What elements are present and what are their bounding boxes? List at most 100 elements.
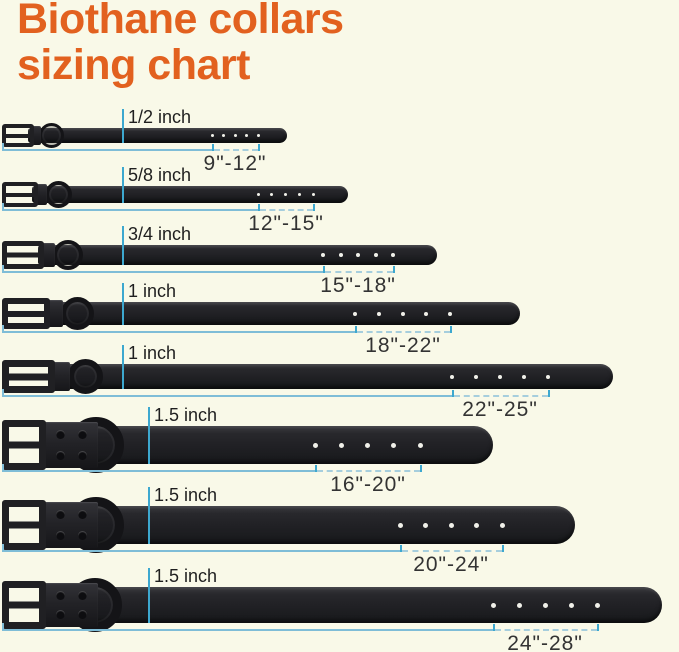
width-label: 1 inch [128, 343, 177, 363]
width-marker-line [148, 568, 150, 623]
buckle-frame-icon [2, 500, 46, 550]
buckle-ring-icon [53, 240, 83, 270]
measure-line-solid [2, 550, 400, 552]
rivet-icon [56, 510, 65, 519]
collar-hole [222, 134, 225, 137]
strap-fold [46, 300, 63, 327]
width-label: 1/2 inch [128, 107, 192, 127]
buckle-ring-icon [39, 123, 64, 148]
buckle-frame-icon [2, 298, 50, 329]
collar-hole [595, 603, 600, 608]
collar-hole [474, 375, 478, 379]
rivet-icon [56, 451, 65, 460]
size-range-label: 12"-15" [248, 212, 324, 235]
collar-hole [569, 603, 574, 608]
measure-line-left-riser [2, 265, 4, 273]
buckle-bar-icon [9, 373, 48, 380]
size-range-label: 20"-24" [413, 553, 489, 576]
collar-hole [449, 523, 454, 528]
buckle-bar-icon [8, 310, 44, 317]
buckle-frame-icon [2, 420, 46, 470]
measure-line-dashed [495, 629, 597, 631]
size-range-label: 22"-25" [462, 398, 538, 421]
collar-hole [298, 193, 301, 196]
collar-hole [377, 312, 381, 316]
buckle-bar-icon [7, 252, 39, 258]
page-title-line2: sizing chart [17, 41, 250, 89]
collar-hole [450, 375, 454, 379]
measure-line-solid [2, 395, 452, 397]
collar-hole [391, 443, 396, 448]
size-range-label: 24"-28" [507, 632, 583, 652]
collar-strap [28, 128, 287, 143]
collar-hole [339, 253, 343, 257]
strap-fold [42, 583, 98, 627]
width-marker-line [122, 283, 124, 325]
collar-strap [38, 245, 437, 265]
collar-strap [40, 587, 662, 623]
collar-hole [365, 443, 370, 448]
width-marker-line [122, 345, 124, 389]
measure-line-left-riser [2, 544, 4, 552]
measure-line-dashed [357, 331, 450, 333]
collar-hole [353, 312, 357, 316]
collar-hole [374, 253, 378, 257]
collar-strap [40, 506, 575, 544]
collar-strap [49, 364, 613, 389]
buckle-bar-icon [9, 521, 39, 529]
size-range-label: 15"-18" [320, 274, 396, 297]
buckle-frame-icon [2, 360, 55, 393]
measure-tick-first-hole [452, 390, 454, 397]
measure-line-dashed [317, 470, 420, 472]
collar-hole [517, 603, 522, 608]
collar-hole [418, 443, 423, 448]
collar-hole [546, 375, 550, 379]
buckle-frame-icon [2, 124, 34, 147]
measure-line-solid [2, 271, 323, 273]
buckle-bar-icon [6, 133, 30, 138]
buckle-bar-icon [9, 601, 39, 609]
buckle-frame-icon [2, 182, 38, 207]
collar-hole [284, 193, 287, 196]
measure-line-left-riser [2, 325, 4, 333]
buckle-ring-icon [45, 181, 72, 208]
collar-hole [500, 523, 505, 528]
measure-tick-last-hole [450, 326, 452, 333]
measure-line-dashed [454, 395, 548, 397]
page-title: Biothane collars sizing chart [17, 0, 344, 88]
collar-hole [448, 312, 452, 316]
measure-line-left-riser [2, 203, 4, 211]
page-title-line1: Biothane collars [17, 0, 344, 43]
width-marker-line [122, 109, 124, 143]
measure-tick-first-hole [493, 624, 495, 631]
measure-line-solid [2, 331, 355, 333]
rivet-icon [78, 510, 87, 519]
strap-fold [30, 126, 41, 145]
collar-hole [401, 312, 405, 316]
measure-tick-last-hole [502, 545, 504, 552]
measure-line-solid [2, 149, 212, 151]
collar-hole [339, 443, 344, 448]
collar-hole [312, 193, 315, 196]
width-label: 1.5 inch [154, 405, 218, 425]
size-range-label: 9"-12" [203, 152, 267, 175]
size-range-label: 16"-20" [330, 473, 406, 496]
width-marker-line [148, 407, 150, 464]
rivet-icon [78, 451, 87, 460]
buckle-bar-icon [9, 441, 39, 449]
measure-tick-last-hole [548, 390, 550, 397]
rivet-icon [78, 531, 87, 540]
measure-tick-last-hole [597, 624, 599, 631]
collar-hole [234, 134, 237, 137]
measure-tick-last-hole [393, 266, 395, 273]
measure-line-left-riser [2, 389, 4, 397]
measure-line-left-riser [2, 143, 4, 151]
rivet-icon [56, 430, 65, 439]
buckle-frame-icon [2, 241, 44, 269]
measure-line-solid [2, 209, 258, 211]
measure-line-dashed [260, 209, 313, 211]
strap-fold [42, 502, 98, 548]
collar-strap [32, 186, 348, 203]
width-label: 5/8 inch [128, 165, 192, 185]
